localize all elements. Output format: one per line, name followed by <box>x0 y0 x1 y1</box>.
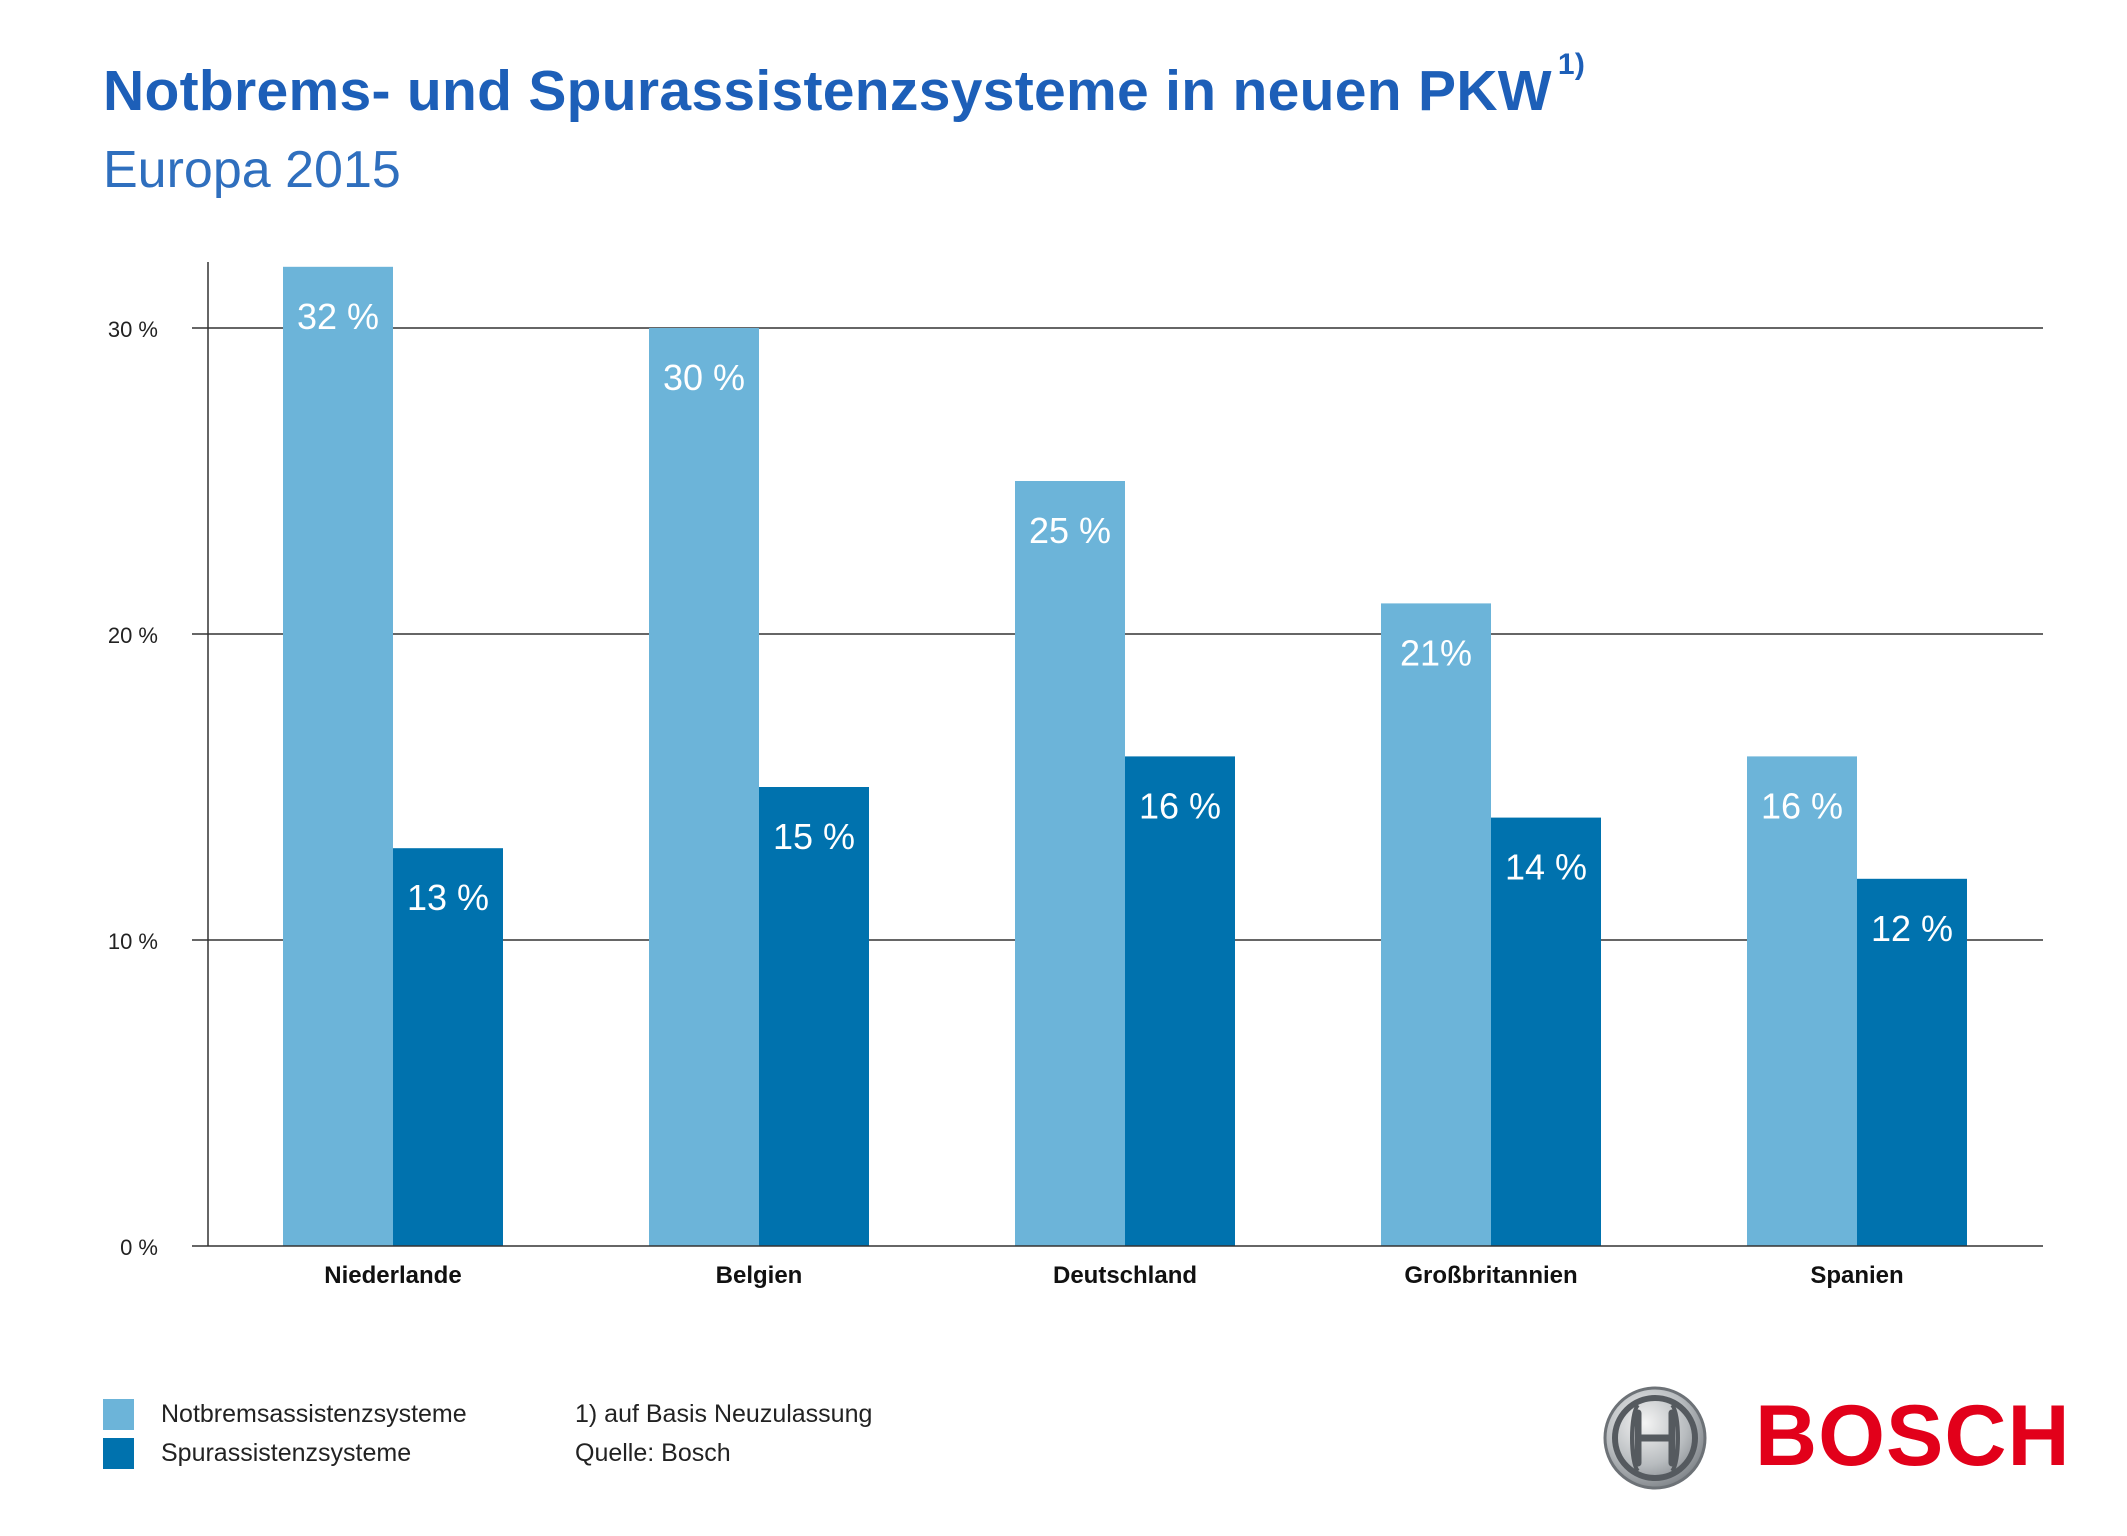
bar-großbritannien-spur <box>1491 817 1601 1246</box>
data-label-deutschland-notbrems: 25 % <box>1029 510 1111 551</box>
data-label-spanien-notbrems: 16 % <box>1761 785 1843 826</box>
bosch-armature-icon <box>1603 1386 1707 1490</box>
axes <box>192 262 2043 1247</box>
chart-subtitle: Europa 2015 <box>103 141 401 199</box>
legend-item-notbrems: Notbremsassistenzsysteme <box>103 1395 467 1433</box>
chart-title-text: Notbrems- und Spurassistenzsysteme in ne… <box>103 59 1552 123</box>
bar-großbritannien-notbrems <box>1381 603 1491 1246</box>
data-label-niederlande-notbrems: 32 % <box>297 296 379 337</box>
bosch-logo: BOSCH <box>1600 1383 2080 1493</box>
legend-label-notbrems: Notbremsassistenzsysteme <box>161 1399 467 1428</box>
x-category-label-4: Spanien <box>1810 1262 1903 1289</box>
labels: 0 % 10 % 20 % 30 % 32 % 13 % Niederlande 30 % 15… <box>108 296 1953 1289</box>
brand-wordmark: BOSCH <box>1755 1388 2071 1484</box>
bar-belgien-notbrems <box>649 328 759 1246</box>
notes: 1) auf Basis Neuzulassung Quelle: Bosch <box>575 1395 872 1473</box>
legend: Notbremsassistenzsysteme Spurassistenzsy… <box>103 1395 467 1473</box>
bar-deutschland-spur <box>1125 756 1235 1246</box>
x-category-label-0: Niederlande <box>324 1262 461 1289</box>
bar-chart: 0 % 10 % 20 % 30 % 32 % 13 % Niederlande 30 % 15… <box>108 262 2043 1289</box>
legend-swatch-notbrems <box>103 1398 134 1430</box>
bar-deutschland-notbrems <box>1015 481 1125 1246</box>
data-label-deutschland-spur: 16 % <box>1139 785 1221 826</box>
x-category-label-1: Belgien <box>716 1262 803 1289</box>
legend-item-spur: Spurassistenzsysteme <box>103 1434 467 1472</box>
data-label-niederlande-spur: 13 % <box>407 877 489 918</box>
footnote-text: 1) auf Basis Neuzulassung <box>575 1400 873 1428</box>
bar-spanien-notbrems <box>1747 756 1857 1246</box>
y-tick-label-0: 0 % <box>120 1235 158 1260</box>
bar-niederlande-notbrems <box>283 266 393 1246</box>
data-label-spanien-spur: 12 % <box>1871 908 1953 949</box>
legend-label-spur: Spurassistenzsysteme <box>161 1438 412 1467</box>
data-label-großbritannien-spur: 14 % <box>1505 847 1587 888</box>
bar-belgien-spur <box>759 787 869 1246</box>
legend-swatch-spur <box>103 1437 134 1469</box>
x-category-label-3: Großbritannien <box>1404 1262 1577 1289</box>
bar-spanien-spur <box>1857 878 1967 1246</box>
data-label-belgien-notbrems: 30 % <box>663 357 745 398</box>
bars <box>283 266 1967 1246</box>
data-label-belgien-spur: 15 % <box>773 816 855 857</box>
data-label-großbritannien-notbrems: 21% <box>1400 632 1472 673</box>
bar-niederlande-spur <box>393 848 503 1246</box>
x-category-label-2: Deutschland <box>1053 1262 1197 1289</box>
source-text: Quelle: Bosch <box>575 1439 731 1467</box>
y-tick-label-20: 20 % <box>108 623 158 648</box>
y-tick-label-10: 10 % <box>108 929 158 954</box>
title-footnote-marker: 1) <box>1557 48 1586 81</box>
y-tick-label-30: 30 % <box>108 317 158 342</box>
chart-title: Notbrems- und Spurassistenzsysteme in ne… <box>103 48 1585 124</box>
